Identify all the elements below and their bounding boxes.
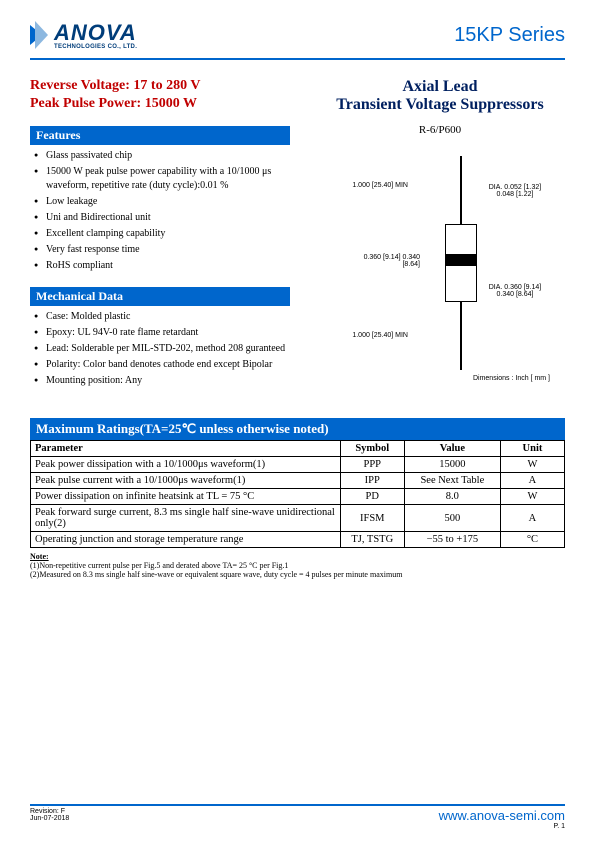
list-item: Excellent clamping capability xyxy=(34,227,290,241)
logo-icon xyxy=(30,21,48,49)
series-title: 15KP Series xyxy=(454,24,565,47)
revision: Revision: F xyxy=(30,808,65,815)
date: Jun-07-2018 xyxy=(30,815,69,822)
list-item: Epoxy: UL 94V-0 rate flame retardant xyxy=(34,326,290,340)
list-item: Uni and Bidirectional unit xyxy=(34,211,290,225)
title-line2: Transient Voltage Suppressors xyxy=(336,96,543,113)
table-row: Peak forward surge current, 8.3 ms singl… xyxy=(31,505,565,532)
list-item: RoHS compliant xyxy=(34,259,290,273)
reverse-voltage-spec: Reverse Voltage: 17 to 280 V xyxy=(30,78,290,94)
list-item: Case: Molded plastic xyxy=(34,310,290,324)
header: ANOVA TECHNOLOGIES CO., LTD. 15KP Series xyxy=(30,20,565,60)
footer: Revision: F Jun-07-2018 www.anova-semi.c… xyxy=(30,804,565,830)
brand-name: ANOVA xyxy=(54,20,137,46)
peak-pulse-spec: Peak Pulse Power: 15000 W xyxy=(30,96,290,112)
list-item: Low leakage xyxy=(34,195,290,209)
list-item: Glass passivated chip xyxy=(34,149,290,163)
footer-url: www.anova-semi.com xyxy=(439,808,565,823)
dim-body-dia: DIA. 0.360 [9.14] 0.340 [8.64] xyxy=(485,284,545,298)
product-title: Axial Lead Transient Voltage Suppressors xyxy=(315,78,565,114)
list-item: 15000 W peak pulse power capability with… xyxy=(34,165,290,193)
dim-lead-bot: 1.000 [25.40] MIN xyxy=(348,332,408,339)
ratings-header: Maximum Ratings(TA=25℃ unless otherwise … xyxy=(30,418,565,440)
col-value: Value xyxy=(404,441,500,457)
list-item: Very fast response time xyxy=(34,243,290,257)
note-2: (2)Measured on 8.3 ms single half sine-w… xyxy=(30,570,402,579)
package-diagram: 1.000 [25.40] MIN 1.000 [25.40] MIN 0.36… xyxy=(330,146,550,386)
title-line1: Axial Lead xyxy=(402,78,477,95)
notes: Note: (1)Non-repetitive current pulse pe… xyxy=(30,552,565,579)
dim-units: Dimensions : Inch [ mm ] xyxy=(473,375,550,382)
package-label: R-6/P600 xyxy=(315,124,565,136)
mechanical-list: Case: Molded plastic Epoxy: UL 94V-0 rat… xyxy=(30,310,290,388)
list-item: Lead: Solderable per MIL-STD-202, method… xyxy=(34,342,290,356)
table-row: Operating junction and storage temperatu… xyxy=(31,532,565,548)
list-item: Mounting position: Any xyxy=(34,374,290,388)
features-list: Glass passivated chip 15000 W peak pulse… xyxy=(30,149,290,273)
mechanical-header: Mechanical Data xyxy=(30,287,290,306)
note-label: Note: xyxy=(30,552,49,561)
table-row: Peak pulse current with a 10/1000μs wave… xyxy=(31,473,565,489)
col-unit: Unit xyxy=(500,441,564,457)
col-symbol: Symbol xyxy=(340,441,404,457)
table-row: Power dissipation on infinite heatsink a… xyxy=(31,489,565,505)
page-number: P. 1 xyxy=(553,823,565,830)
dim-lead-dia: DIA. 0.052 [1.32] 0.048 [1.22] xyxy=(485,184,545,198)
ratings-table: Parameter Symbol Value Unit Peak power d… xyxy=(30,440,565,548)
logo: ANOVA TECHNOLOGIES CO., LTD. xyxy=(30,20,137,50)
dim-body-len: 0.360 [9.14] 0.340 [8.64] xyxy=(360,254,420,268)
dim-lead-top: 1.000 [25.40] MIN xyxy=(348,182,408,189)
brand-tagline: TECHNOLOGIES CO., LTD. xyxy=(54,44,137,50)
list-item: Polarity: Color band denotes cathode end… xyxy=(34,358,290,372)
features-header: Features xyxy=(30,126,290,145)
note-1: (1)Non-repetitive current pulse per Fig.… xyxy=(30,561,288,570)
table-row: Peak power dissipation with a 10/1000μs … xyxy=(31,457,565,473)
col-parameter: Parameter xyxy=(31,441,341,457)
